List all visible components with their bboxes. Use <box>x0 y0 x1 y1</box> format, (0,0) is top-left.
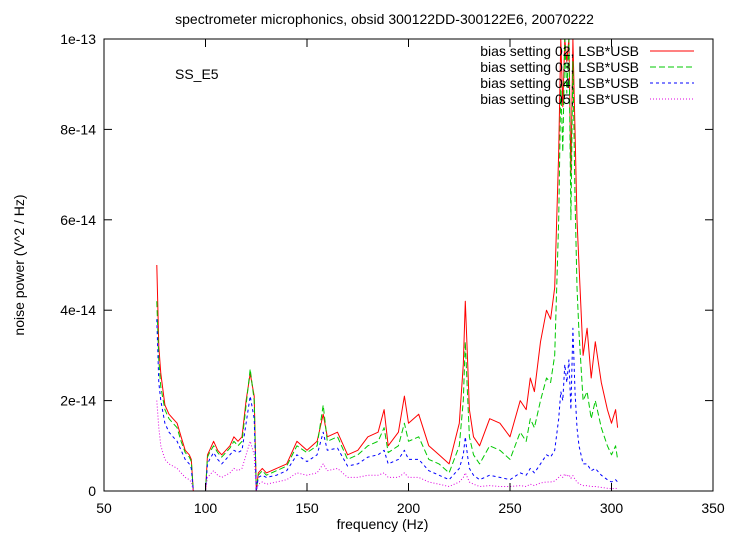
x-tick-label: 200 <box>397 500 421 516</box>
chart-title: spectrometer microphonics, obsid 300122D… <box>175 11 594 27</box>
y-tick-label: 6e-14 <box>60 212 96 228</box>
series-line-3 <box>156 39 619 491</box>
x-tick-label: 100 <box>194 500 218 516</box>
y-tick-label: 8e-14 <box>60 121 96 137</box>
ticks-layer: 50 100 150 200 250 300 350 0 2e-14 4e-14 6e-14 8e-1… <box>60 31 725 516</box>
chart-annotation: SS_E5 <box>175 66 219 82</box>
legend-label: bias setting 03, LSB*USB <box>480 59 639 75</box>
x-tick-label: 50 <box>96 500 112 516</box>
x-tick-label: 250 <box>498 500 522 516</box>
x-tick-label: 350 <box>701 500 725 516</box>
legend-label: bias setting 04, LSB*USB <box>480 75 639 91</box>
x-tick-label: 300 <box>600 500 624 516</box>
legend-label: bias setting 05, LSB*USB <box>480 91 639 107</box>
y-tick-label: 1e-13 <box>60 31 96 47</box>
y-tick-label: 0 <box>88 483 96 499</box>
y-tick-label: 2e-14 <box>60 393 96 409</box>
series-line-5 <box>156 400 618 491</box>
series-layer <box>156 39 619 491</box>
y-tick-label: 4e-14 <box>60 302 96 318</box>
x-axis-label: frequency (Hz) <box>337 516 429 532</box>
x-tick-label: 150 <box>295 500 319 516</box>
series-line-4 <box>156 319 618 491</box>
legend-label: bias setting 02, LSB*USB <box>480 43 639 59</box>
series-line-2 <box>156 39 619 491</box>
y-axis-label: noise power (V^2 / Hz) <box>11 194 27 335</box>
